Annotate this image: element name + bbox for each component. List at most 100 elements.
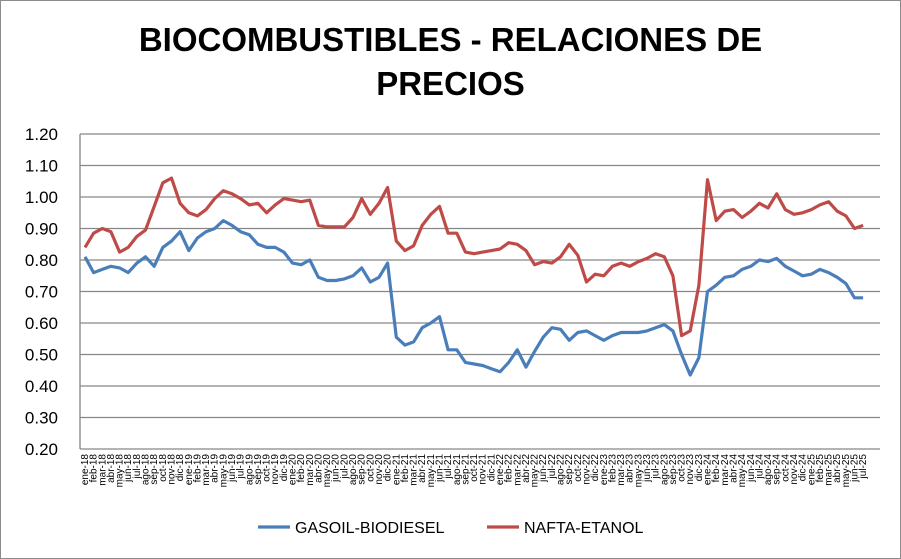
x-tick-label: sep-18 bbox=[149, 454, 160, 485]
x-tick-label: jul-19 bbox=[236, 454, 247, 480]
x-tick-label: ago-21 bbox=[452, 454, 463, 486]
x-tick-label: oct-22 bbox=[573, 454, 584, 482]
x-tick-label: jul-25 bbox=[858, 454, 869, 480]
x-tick-label: ago-23 bbox=[659, 454, 670, 486]
x-tick-label: jul-20 bbox=[339, 454, 350, 480]
x-tick-label: jun-20 bbox=[331, 454, 342, 483]
y-tick-label: 0.80 bbox=[25, 251, 58, 270]
x-tick-label: abr-21 bbox=[417, 454, 428, 483]
x-tick-label: feb-19 bbox=[192, 454, 203, 483]
x-tick-label: mar-25 bbox=[824, 454, 835, 486]
x-tick-label: oct-20 bbox=[365, 454, 376, 482]
x-tick-label: oct-21 bbox=[469, 454, 480, 482]
x-tick-label: ene-23 bbox=[599, 454, 610, 486]
y-tick-label: 1.10 bbox=[25, 157, 58, 176]
x-tick-label: nov-18 bbox=[166, 454, 177, 485]
y-tick-label: 0.90 bbox=[25, 220, 58, 239]
x-tick-label: dic-23 bbox=[694, 454, 705, 482]
x-tick-label: mar-19 bbox=[201, 454, 212, 486]
x-tick-label: abr-19 bbox=[210, 454, 221, 483]
y-tick-label: 0.70 bbox=[25, 283, 58, 302]
x-tick-label: oct-19 bbox=[262, 454, 273, 482]
x-tick-label: oct-23 bbox=[677, 454, 688, 482]
x-tick-label: jul-18 bbox=[132, 454, 143, 480]
x-tick-label: may-18 bbox=[115, 454, 126, 488]
x-tick-label: sep-24 bbox=[772, 454, 783, 485]
x-tick-label: ene-21 bbox=[391, 454, 402, 486]
x-tick-label: mar-23 bbox=[616, 454, 627, 486]
series-line-nafta-etanol bbox=[83, 176, 864, 338]
x-tick-label: nov-22 bbox=[581, 454, 592, 485]
x-tick-label: ago-19 bbox=[244, 454, 255, 486]
x-tick-label: feb-25 bbox=[815, 454, 826, 483]
chart-title-line-1: BIOCOMBUSTIBLES - RELACIONES DE bbox=[138, 21, 763, 58]
x-tick-label: nov-21 bbox=[478, 454, 489, 485]
x-tick-label: mar-18 bbox=[97, 454, 108, 486]
y-tick-label: 0.50 bbox=[25, 346, 58, 365]
series-line-gasoil-biodiesel bbox=[83, 219, 864, 377]
chart-title-line-2: PRECIOS bbox=[376, 65, 525, 102]
x-tick-label: feb-22 bbox=[504, 454, 515, 483]
x-tick-label: jul-23 bbox=[651, 454, 662, 480]
x-tick-label: nov-24 bbox=[789, 454, 800, 485]
x-tick-label: jun-22 bbox=[538, 454, 549, 483]
chart-title: BIOCOMBUSTIBLES - RELACIONES DE PRECIOS bbox=[0, 18, 901, 106]
x-tick-label: ago-20 bbox=[348, 454, 359, 486]
x-tick-label: sep-20 bbox=[357, 454, 368, 485]
x-tick-label: mar-20 bbox=[305, 454, 316, 486]
x-tick-label: nov-23 bbox=[685, 454, 696, 485]
x-tick-label: dic-19 bbox=[279, 454, 290, 482]
x-tick-label: abr-20 bbox=[313, 454, 324, 483]
x-tick-label: feb-24 bbox=[711, 454, 722, 483]
x-tick-label: abr-18 bbox=[106, 454, 117, 483]
y-tick-label: 1.00 bbox=[25, 188, 58, 207]
x-tick-label: dic-24 bbox=[798, 454, 809, 482]
y-tick-label: 0.40 bbox=[25, 377, 58, 396]
x-tick-label: ene-18 bbox=[80, 454, 91, 486]
y-tick-label: 0.60 bbox=[25, 314, 58, 333]
x-tick-label: sep-21 bbox=[460, 454, 471, 485]
x-tick-label: ago-24 bbox=[763, 454, 774, 486]
legend-label: GASOIL-BIODIESEL bbox=[295, 520, 444, 537]
x-tick-label: ene-19 bbox=[184, 454, 195, 486]
x-tick-label: jul-22 bbox=[547, 454, 558, 480]
x-tick-label: may-20 bbox=[322, 454, 333, 488]
x-tick-label: dic-20 bbox=[383, 454, 394, 482]
x-tick-label: jun-24 bbox=[746, 454, 757, 483]
x-tick-label: ene-24 bbox=[703, 454, 714, 486]
x-tick-label: may-24 bbox=[737, 454, 748, 488]
x-tick-label: ago-18 bbox=[141, 454, 152, 486]
legend-label: NAFTA-ETANOL bbox=[524, 520, 644, 537]
x-tick-label: jun-23 bbox=[642, 454, 653, 483]
x-tick-label: dic-18 bbox=[175, 454, 186, 482]
x-tick-label: feb-20 bbox=[296, 454, 307, 483]
x-tick-label: may-23 bbox=[633, 454, 644, 488]
x-tick-label: sep-19 bbox=[253, 454, 264, 485]
x-tick-label: oct-18 bbox=[158, 454, 169, 482]
y-tick-label: 0.20 bbox=[25, 440, 58, 459]
x-tick-label: jul-21 bbox=[443, 454, 454, 480]
x-tick-label: mar-22 bbox=[512, 454, 523, 486]
x-tick-label: ago-22 bbox=[556, 454, 567, 486]
x-tick-label: nov-19 bbox=[270, 454, 281, 485]
x-tick-label: jun-25 bbox=[850, 454, 861, 483]
x-tick-label: ene-22 bbox=[495, 454, 506, 486]
x-tick-label: ene-25 bbox=[806, 454, 817, 486]
x-tick-label: may-25 bbox=[841, 454, 852, 488]
x-tick-label: may-21 bbox=[426, 454, 437, 488]
y-tick-label: 1.20 bbox=[25, 125, 58, 144]
x-tick-label: oct-24 bbox=[780, 454, 791, 482]
x-tick-label: jul-24 bbox=[754, 454, 765, 480]
x-tick-label: abr-24 bbox=[728, 454, 739, 483]
x-tick-label: abr-22 bbox=[521, 454, 532, 483]
x-tick-label: sep-23 bbox=[668, 454, 679, 485]
x-tick-label: jun-19 bbox=[227, 454, 238, 483]
y-tick-label: 0.30 bbox=[25, 409, 58, 428]
x-tick-label: sep-22 bbox=[564, 454, 575, 485]
x-tick-label: feb-21 bbox=[400, 454, 411, 483]
x-tick-label: abr-25 bbox=[832, 454, 843, 483]
x-tick-label: jun-21 bbox=[434, 454, 445, 483]
x-tick-label: dic-22 bbox=[590, 454, 601, 482]
x-tick-label: nov-20 bbox=[374, 454, 385, 485]
